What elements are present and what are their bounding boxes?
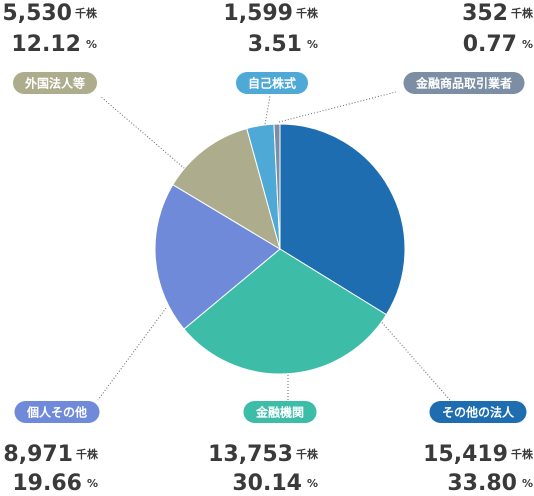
percent-unit: % bbox=[307, 38, 318, 51]
leader-line bbox=[278, 91, 397, 123]
share-unit: 千株 bbox=[511, 6, 534, 20]
percent-value: 3.51 bbox=[248, 32, 302, 57]
share-count: 5,530 千株 bbox=[2, 1, 98, 26]
percent-unit: % bbox=[87, 477, 98, 490]
share-count: 1,599 千株 bbox=[223, 1, 319, 26]
share-percent: 3.51% bbox=[248, 32, 318, 57]
share-value: 8,971 bbox=[3, 442, 73, 467]
share-value: 1,599 bbox=[223, 1, 293, 26]
category-name: 金融機関 bbox=[255, 405, 304, 420]
share-count: 8,971 千株 bbox=[3, 442, 99, 467]
label-pill bbox=[12, 72, 98, 94]
label-pill bbox=[235, 72, 309, 94]
share-unit: 千株 bbox=[75, 6, 98, 20]
category-label: 外国法人等 bbox=[12, 72, 98, 94]
percent-value: 30.14 bbox=[232, 471, 302, 496]
share-percent: 19.66% bbox=[12, 471, 98, 496]
pie-slice bbox=[183, 248, 388, 375]
share-percent: 33.80% bbox=[447, 471, 533, 496]
category-label: 個人その他 bbox=[14, 401, 100, 423]
percent-value: 12.12 bbox=[11, 32, 81, 57]
percent-unit: % bbox=[522, 477, 533, 490]
category-name: 個人その他 bbox=[26, 405, 87, 420]
category-name: 外国法人等 bbox=[25, 76, 85, 91]
percent-value: 33.80 bbox=[447, 471, 517, 496]
share-count: 13,753 千株 bbox=[208, 442, 319, 467]
category-label: 自己株式 bbox=[235, 72, 309, 94]
share-unit: 千株 bbox=[76, 447, 99, 461]
share-unit: 千株 bbox=[296, 447, 319, 461]
label-pill bbox=[429, 401, 527, 423]
category-label: 金融商品取引業者 bbox=[403, 72, 525, 94]
category-name: 金融商品取引業者 bbox=[415, 76, 512, 91]
percent-unit: % bbox=[307, 477, 318, 490]
percent-value: 0.77 bbox=[463, 32, 517, 57]
label-pill bbox=[403, 72, 525, 94]
percent-unit: % bbox=[86, 38, 97, 51]
percent-value: 19.66 bbox=[12, 471, 82, 496]
pie-slice bbox=[279, 123, 406, 316]
leader-lines bbox=[97, 91, 451, 401]
category-name: 自己株式 bbox=[248, 76, 296, 91]
share-value: 5,530 bbox=[2, 1, 72, 26]
share-percent: 30.14% bbox=[232, 471, 318, 496]
percent-unit: % bbox=[522, 38, 533, 51]
share-value: 13,753 bbox=[208, 442, 293, 467]
leader-line bbox=[99, 95, 199, 181]
share-value: 15,419 bbox=[423, 442, 508, 467]
share-value: 352 bbox=[462, 1, 508, 26]
share-unit: 千株 bbox=[511, 447, 534, 461]
share-unit: 千株 bbox=[296, 6, 319, 20]
pie-slice bbox=[154, 184, 281, 330]
label-pill bbox=[14, 401, 100, 423]
pie-slice bbox=[273, 123, 281, 250]
category-name: その他の法人 bbox=[442, 405, 515, 420]
label-pill bbox=[243, 401, 317, 423]
share-count: 15,419 千株 bbox=[423, 442, 534, 467]
category-label: その他の法人 bbox=[429, 401, 527, 423]
pie-slice bbox=[172, 127, 281, 251]
leader-line bbox=[377, 317, 451, 401]
share-percent: 0.77% bbox=[463, 32, 533, 57]
category-label: 金融機関 bbox=[243, 401, 317, 423]
share-count: 352 千株 bbox=[462, 1, 534, 26]
leader-line bbox=[97, 307, 167, 401]
share-percent: 12.12% bbox=[11, 32, 97, 57]
